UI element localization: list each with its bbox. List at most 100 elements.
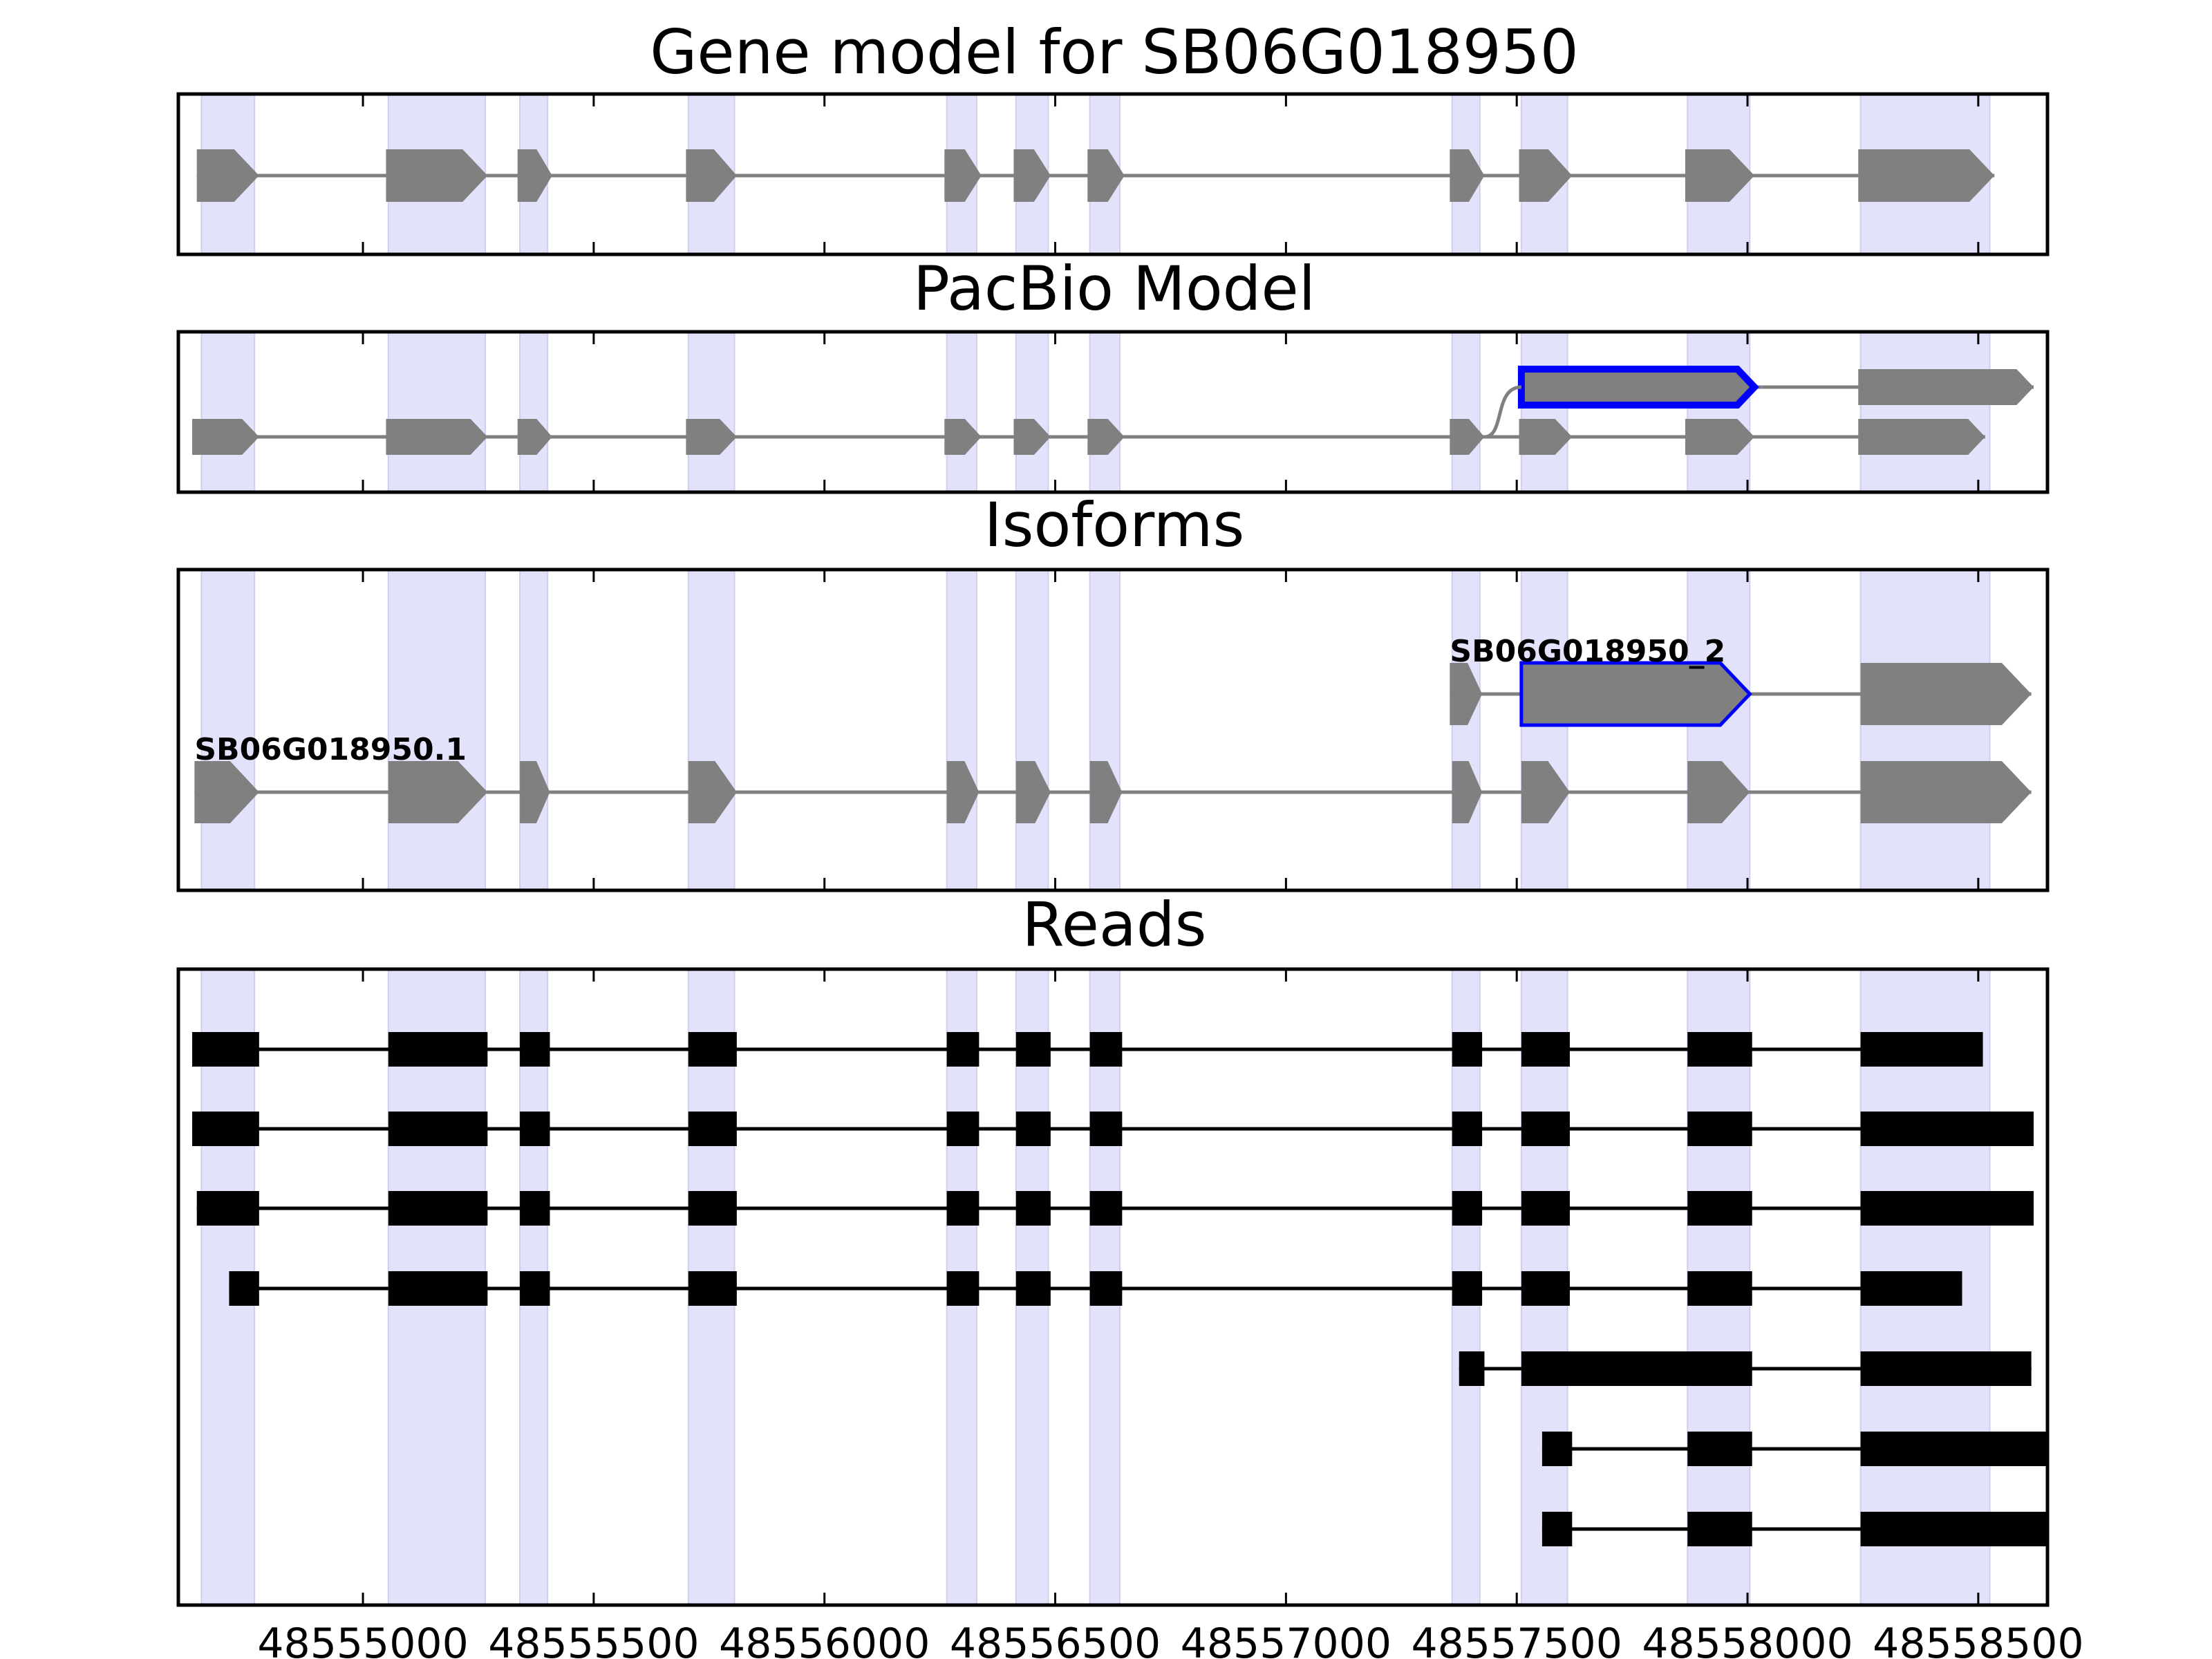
- exon-region-band: [1089, 331, 1121, 493]
- tick-label: 48555000: [257, 1620, 468, 1659]
- exon-region-band: [1520, 331, 1568, 493]
- read-block: [388, 1191, 488, 1226]
- panel-frame: [176, 92, 2050, 256]
- exon-region-band: [1451, 331, 1481, 493]
- read-block: [1521, 1271, 1570, 1306]
- read-block: [520, 1032, 550, 1067]
- exon-region-band: [687, 331, 735, 493]
- read-block: [1015, 1032, 1051, 1067]
- read-block: [1860, 1032, 1983, 1067]
- read-block: [1541, 1432, 1573, 1466]
- splice-connector: [1484, 385, 1522, 439]
- exon-feature: [192, 419, 259, 455]
- read-block: [1459, 1351, 1485, 1386]
- read-block: [388, 1271, 488, 1306]
- read-block: [1687, 1032, 1752, 1067]
- exon-region-band: [519, 569, 549, 891]
- read-block: [1452, 1191, 1483, 1226]
- tick-label: 48555500: [488, 1620, 699, 1659]
- read-block: [1452, 1271, 1483, 1306]
- read-alignment: [1541, 1432, 2047, 1466]
- exon-feature: [1685, 149, 1755, 202]
- read-block: [1015, 1191, 1051, 1226]
- panel-frame: [176, 967, 2050, 1607]
- exon-feature: [1521, 761, 1570, 823]
- panel-title-reads: Reads: [1022, 889, 1207, 960]
- read-block: [1687, 1112, 1752, 1146]
- read-block: [1089, 1112, 1123, 1146]
- exon-feature: [686, 149, 737, 202]
- panel-pacbio-model: [176, 330, 2050, 494]
- tick-label: 48556000: [719, 1620, 930, 1659]
- read-block: [1687, 1191, 1752, 1226]
- panel-frame: [176, 568, 2050, 892]
- exon-feature: [1685, 419, 1755, 455]
- exon-region-band: [1015, 569, 1049, 891]
- exon-feature: [520, 761, 550, 823]
- transcript-track: [192, 419, 1985, 455]
- exon-feature: [517, 149, 552, 202]
- panel-title-isoforms: Isoforms: [984, 489, 1245, 561]
- exon-feature: [688, 761, 737, 823]
- exon-feature: [1452, 761, 1483, 823]
- read-block: [1687, 1271, 1752, 1306]
- read-alignment: [229, 1271, 1962, 1306]
- exon-region-band: [946, 331, 978, 493]
- exon-feature: [1015, 761, 1051, 823]
- panel-reads: [176, 967, 2050, 1607]
- read-alignment: [196, 1191, 2034, 1226]
- read-alignment: [1459, 1351, 2032, 1386]
- exon-feature: [386, 149, 488, 202]
- read-block: [688, 1191, 737, 1226]
- exon-feature: [388, 761, 488, 823]
- read-block: [688, 1032, 737, 1067]
- exon-region-band: [1859, 569, 1991, 891]
- exon-region-band: [1859, 331, 1991, 493]
- tick-label: 48557500: [1412, 1620, 1622, 1659]
- exon-feature: [944, 149, 982, 202]
- read-alignment: [192, 1032, 1983, 1067]
- exon-region-band: [1520, 569, 1568, 891]
- read-block: [1687, 1432, 1752, 1466]
- exon-region-band: [687, 569, 735, 891]
- exon-region-band: [946, 569, 978, 891]
- exon-feature: [1450, 419, 1485, 455]
- read-block: [388, 1112, 488, 1146]
- read-block: [192, 1112, 259, 1146]
- read-block: [1089, 1032, 1123, 1067]
- exon-feature: [386, 419, 488, 455]
- read-block: [688, 1112, 737, 1146]
- exon-feature: [1860, 761, 2032, 823]
- exon-feature: [1013, 419, 1051, 455]
- read-block: [520, 1271, 550, 1306]
- read-block: [1089, 1191, 1123, 1226]
- read-block: [1860, 1432, 2047, 1466]
- x-axis-tick-labels: 48555000 48555500 48556000 48556500 48557000…: [257, 1620, 2083, 1659]
- exon-feature: [1519, 419, 1573, 455]
- exon-region-band: [200, 331, 256, 493]
- exon-region-band: [1089, 569, 1121, 891]
- panel-frame: [176, 330, 2050, 494]
- transcript-track: [1517, 366, 2034, 409]
- tick-label: 48557000: [1181, 1620, 1391, 1659]
- read-block: [1541, 1512, 1573, 1546]
- exon-region-band: [387, 331, 486, 493]
- exon-feature: [1450, 663, 1483, 725]
- read-block: [946, 1191, 980, 1226]
- exon-feature-highlighted: [1517, 366, 1759, 409]
- read-block: [1015, 1271, 1051, 1306]
- tick-label: 48558000: [1642, 1620, 1853, 1659]
- exon-region-band: [387, 569, 486, 891]
- read-block: [1521, 1351, 1752, 1386]
- transcript-track: [196, 149, 1995, 202]
- read-block: [688, 1271, 737, 1306]
- read-block: [1521, 1191, 1570, 1226]
- transcript-track: SB06G018950_2: [1450, 634, 2032, 727]
- read-alignment: [1541, 1512, 2047, 1546]
- exon-feature: [1013, 149, 1051, 202]
- isoform-label: SB06G018950_2: [1450, 634, 1725, 669]
- read-block: [196, 1191, 259, 1226]
- read-block: [520, 1191, 550, 1226]
- exon-region-band: [1687, 331, 1751, 493]
